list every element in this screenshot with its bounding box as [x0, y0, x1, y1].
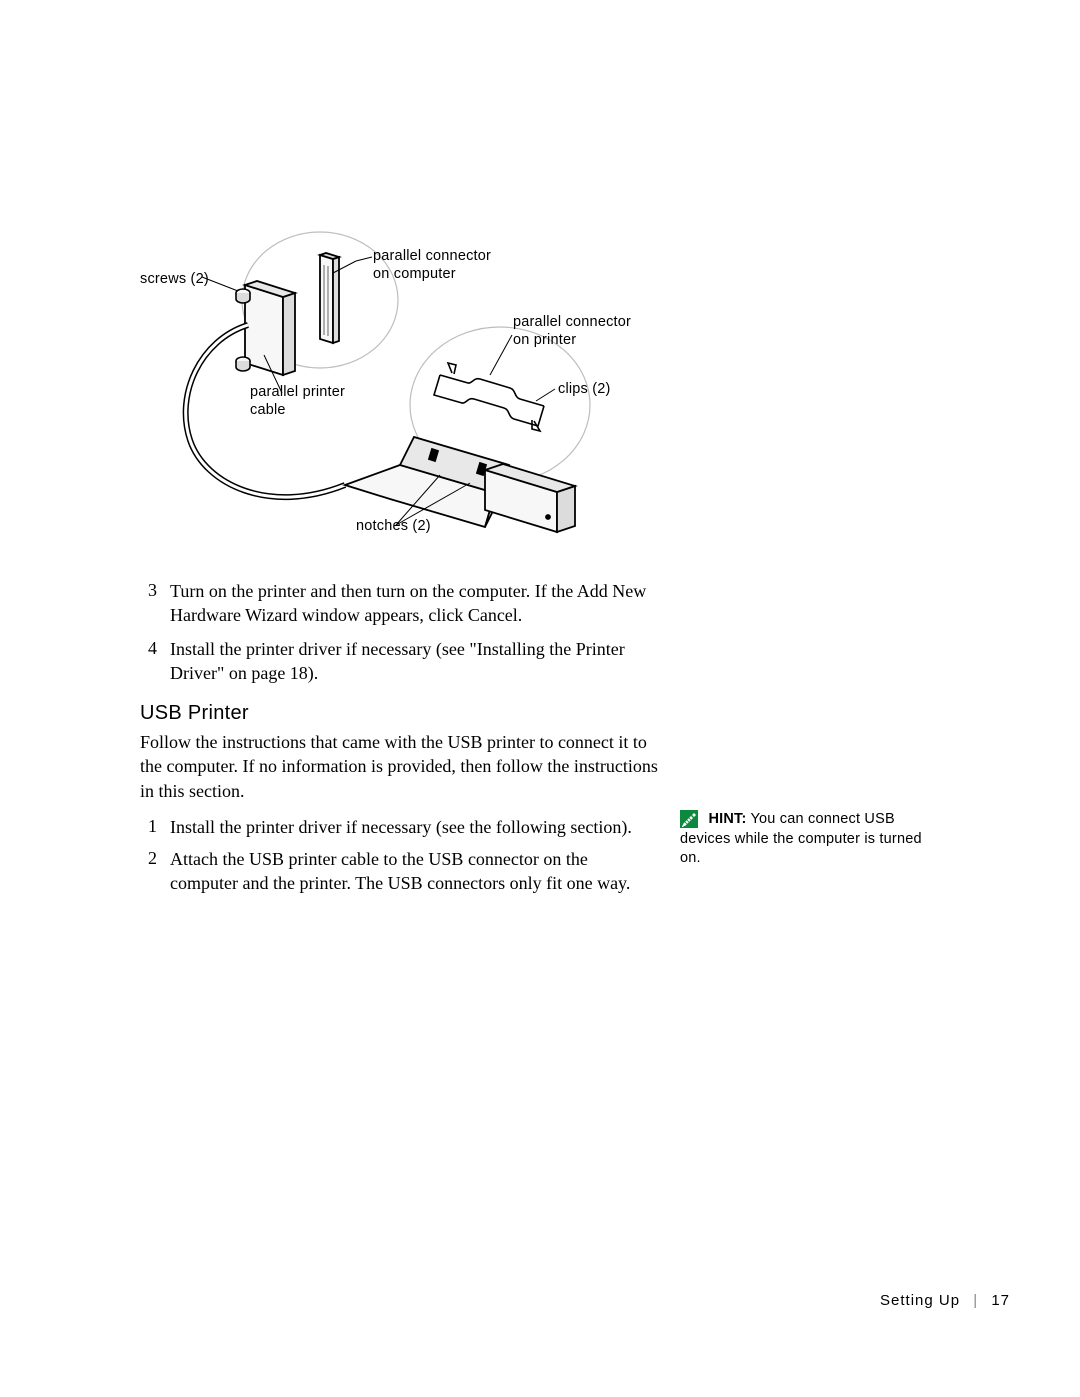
label-line: parallel printer — [250, 384, 345, 400]
step-number-3: 3 — [148, 580, 157, 601]
step-text-1: Install the printer driver if necessary … — [170, 816, 660, 840]
step-number-2: 2 — [148, 848, 157, 869]
label-screws: screws (2) — [140, 270, 209, 288]
hint-callout: HINT: You can connect USB devices while … — [680, 810, 940, 869]
label-parallel-connector-printer: parallel connector on printer — [513, 313, 631, 349]
step-text-4: Install the printer driver if necessary … — [170, 638, 660, 686]
footer-section: Setting Up — [880, 1292, 960, 1309]
footer-page-number: 17 — [991, 1292, 1010, 1309]
subheading-usb-printer: USB Printer — [140, 702, 249, 725]
step-text-2: Attach the USB printer cable to the USB … — [170, 848, 660, 896]
step-text-3: Turn on the printer and then turn on the… — [170, 580, 660, 628]
label-notches: notches (2) — [356, 517, 431, 535]
hint-text: HINT: You can connect USB devices while … — [680, 811, 922, 866]
footer-separator: | — [973, 1292, 978, 1309]
step-number-1: 1 — [148, 816, 157, 837]
manual-page: screws (2) parallel connector on compute… — [0, 0, 1080, 1397]
label-line: parallel connector — [513, 314, 631, 330]
section-intro: Follow the instructions that came with t… — [140, 730, 660, 803]
label-line: parallel connector — [373, 248, 491, 264]
pencil-icon — [680, 810, 698, 828]
label-line: on computer — [373, 266, 456, 282]
label-clips: clips (2) — [558, 380, 611, 398]
label-line: on printer — [513, 332, 576, 348]
connector-diagram: screws (2) parallel connector on compute… — [140, 225, 660, 555]
hint-label: HINT: — [708, 811, 746, 827]
page-footer: Setting Up | 17 — [0, 1292, 1010, 1309]
label-parallel-connector-computer: parallel connector on computer — [373, 247, 491, 283]
label-line: cable — [250, 402, 286, 418]
label-parallel-printer-cable: parallel printer cable — [250, 383, 345, 419]
step-number-4: 4 — [148, 638, 157, 659]
